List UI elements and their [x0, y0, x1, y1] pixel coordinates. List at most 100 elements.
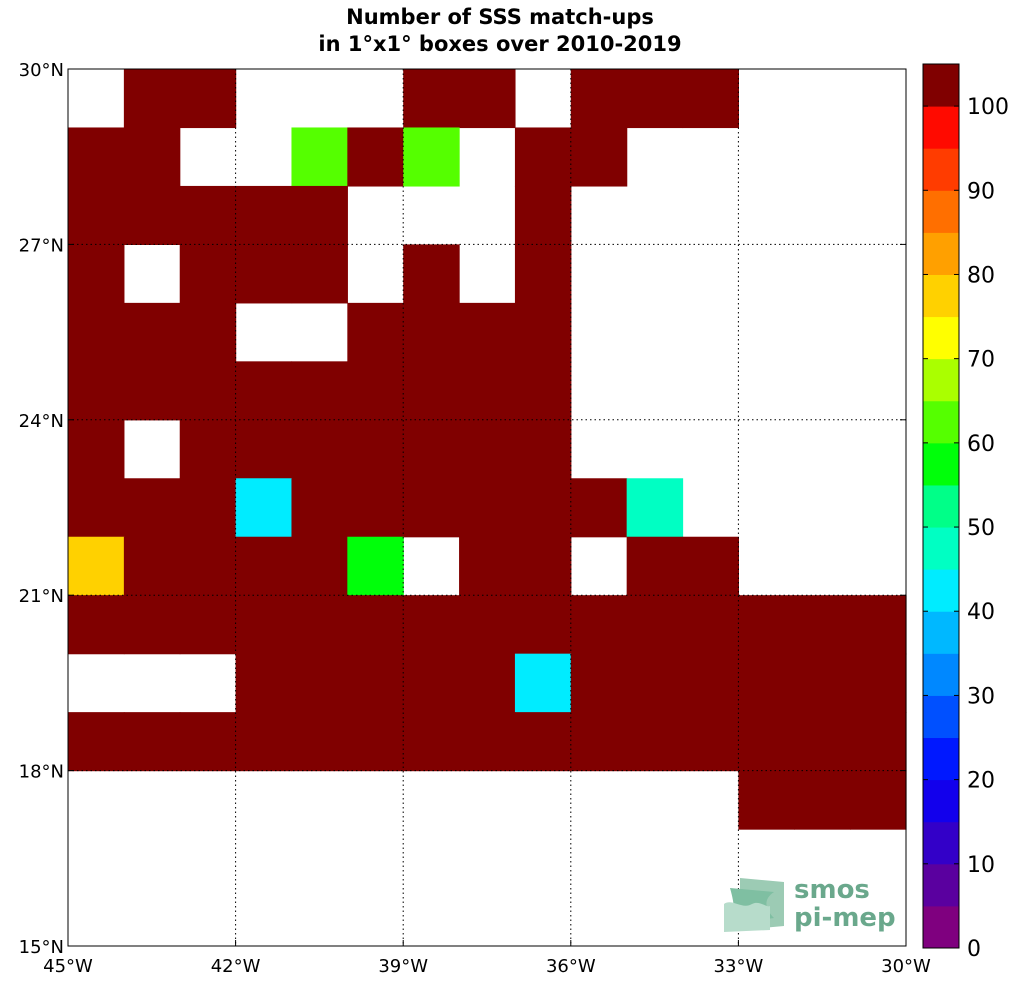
- heatmap-cell: [514, 712, 572, 772]
- heatmap-cell: [626, 69, 684, 129]
- heatmap-cell: [347, 712, 404, 772]
- heatmap-cell: [850, 712, 907, 772]
- heatmap-cell: [459, 69, 516, 129]
- colorbar-tick-label: 60: [967, 432, 995, 457]
- heatmap-cell: [403, 69, 460, 129]
- heatmap-cell: [347, 419, 404, 479]
- logo-wave-icon: [724, 878, 784, 932]
- colorbar-segment: [923, 274, 959, 318]
- heatmap-cell: [347, 127, 404, 187]
- colorbar-segment: [923, 484, 959, 528]
- y-tick-label: 15°N: [19, 937, 64, 958]
- heatmap-cell: [459, 653, 516, 713]
- colorbar-tick-label: 50: [967, 516, 995, 541]
- colorbar-segment: [923, 821, 959, 865]
- chart-title-line-2: in 1°x1° boxes over 2010-2019: [318, 32, 682, 56]
- heatmap-cell: [794, 653, 851, 713]
- colorbar-segment: [923, 611, 959, 654]
- heatmap-cell: [403, 244, 460, 304]
- heatmap-cell: [291, 536, 348, 596]
- colorbar-segment: [923, 232, 959, 275]
- heatmap-cell: [123, 712, 181, 772]
- heatmap-cell: [179, 185, 237, 245]
- logo-text-pi-mep: pi-mep: [794, 903, 896, 933]
- heatmap-cell: [570, 478, 628, 538]
- colorbar-segment: [923, 148, 959, 191]
- heatmap-cell: [347, 302, 404, 362]
- heatmap-cell: [459, 478, 516, 538]
- heatmap-cell: [235, 595, 293, 655]
- heatmap-cell: [403, 653, 460, 713]
- heatmap-cell: [514, 419, 572, 479]
- heatmap-cell: [291, 653, 348, 713]
- heatmap-cell: [123, 536, 181, 596]
- x-axis: 45°W 42°W 39°W 36°W 33°W 30°W: [43, 940, 931, 977]
- colorbar-segment: [923, 442, 959, 486]
- colorbar-segment: [923, 106, 959, 149]
- heatmap-cell: [403, 478, 460, 538]
- heatmap-cell: [794, 712, 851, 772]
- heatmap-cell: [291, 595, 348, 655]
- heatmap-cell: [626, 478, 684, 538]
- heatmap-cell: [291, 244, 348, 304]
- heatmap-cell: [235, 478, 293, 538]
- heatmap-cell: [738, 770, 795, 830]
- heatmap-cell: [68, 361, 125, 421]
- heatmap-cell: [68, 185, 125, 245]
- heatmap-cell: [570, 595, 628, 655]
- colorbar-segment: [923, 863, 959, 907]
- colorbar-segment: [923, 64, 959, 107]
- plot-frame: [67, 68, 907, 947]
- heatmap-cell: [626, 653, 684, 713]
- colorbar-tick-label: 20: [967, 769, 995, 794]
- heatmap-cell: [738, 712, 795, 772]
- heatmap-cell: [291, 478, 348, 538]
- colorbar-tick-label: 40: [967, 600, 995, 625]
- heatmap-cell: [570, 653, 628, 713]
- x-tick-label: 42°W: [211, 956, 261, 977]
- logo-text-smos: smos: [794, 875, 870, 905]
- heatmap-cell: [459, 302, 516, 362]
- heatmap-cell: [403, 361, 460, 421]
- heatmap-cell: [459, 361, 516, 421]
- colorbar-segment: [923, 527, 959, 570]
- colorbar-segment: [923, 905, 959, 949]
- heatmap-cell: [850, 770, 907, 830]
- heatmap-cell: [626, 536, 684, 596]
- chart-title-line-1: Number of SSS match-ups: [346, 5, 654, 29]
- heatmap-cell: [738, 653, 795, 713]
- heatmap-cell: [347, 536, 404, 596]
- heatmap-cell: [123, 361, 181, 421]
- x-tick-label: 33°W: [714, 956, 764, 977]
- colorbar-segment: [923, 695, 959, 739]
- heatmap-cell: [123, 595, 181, 655]
- heatmap-cell: [179, 712, 237, 772]
- x-tick-label: 30°W: [881, 956, 931, 977]
- grid-lines: [68, 69, 906, 946]
- heatmap-cell: [570, 69, 628, 129]
- heatmap-cell: [794, 595, 851, 655]
- heatmap-cell: [179, 244, 237, 304]
- heatmap-cell: [68, 127, 125, 187]
- heatmap-cell: [235, 244, 293, 304]
- chart-title: Number of SSS match-ups in 1°x1° boxes o…: [0, 4, 1000, 58]
- colorbar-segment: [923, 653, 959, 696]
- heatmap-cell: [291, 712, 348, 772]
- colorbar-tick-label: 80: [967, 263, 995, 288]
- heatmap-cell: [291, 419, 348, 479]
- heatmap-cell: [570, 712, 628, 772]
- heatmap-cell: [347, 478, 404, 538]
- heatmap-cell: [68, 302, 125, 362]
- heatmap-cell: [179, 69, 237, 129]
- heatmap-cell: [179, 302, 237, 362]
- heatmap-cell: [459, 419, 516, 479]
- heatmap-cell: [179, 361, 237, 421]
- heatmap-cell: [626, 712, 684, 772]
- heatmap-cell: [347, 361, 404, 421]
- heatmap-cell: [68, 419, 125, 479]
- heatmap-cell: [235, 653, 293, 713]
- heatmap-cell: [179, 478, 237, 538]
- heatmap-cell: [514, 244, 572, 304]
- heatmap-cell: [123, 478, 181, 538]
